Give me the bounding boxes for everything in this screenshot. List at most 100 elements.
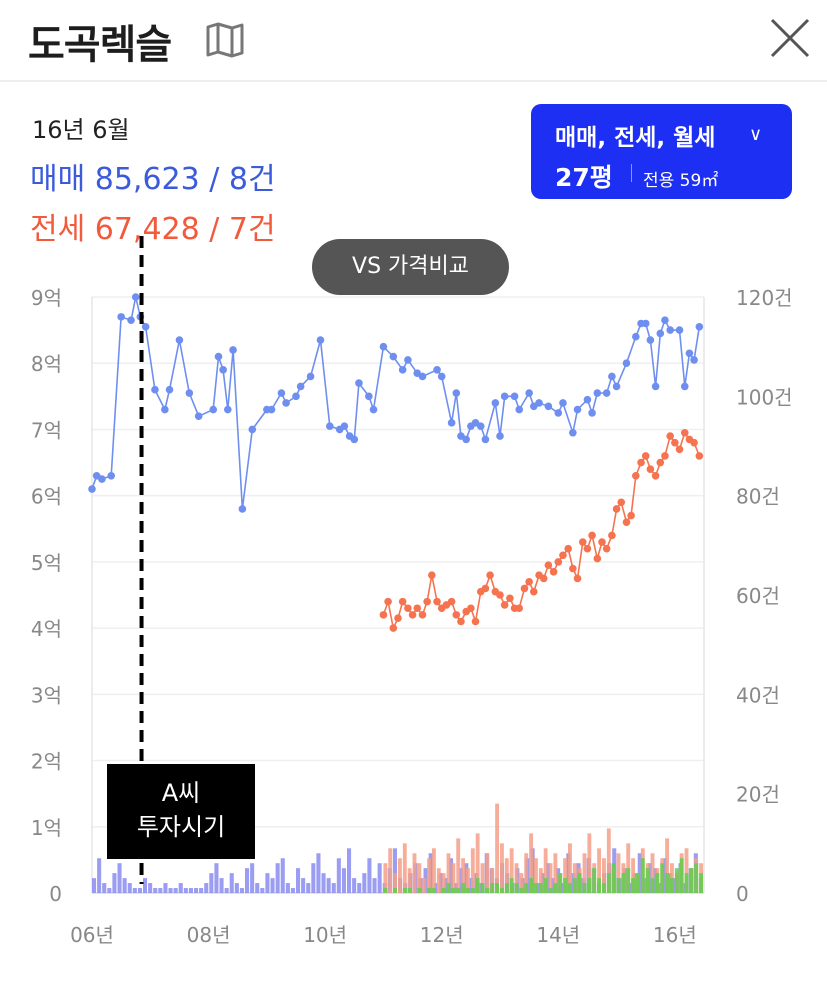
data-point <box>632 472 640 480</box>
data-point <box>369 405 378 414</box>
volume-bar <box>199 888 204 893</box>
data-point <box>224 405 232 414</box>
volume-bar <box>568 843 572 893</box>
data-point <box>107 472 116 480</box>
volume-bar <box>301 878 306 893</box>
volume-bar <box>92 878 97 893</box>
volume-bar <box>636 873 640 893</box>
volume-bar <box>658 883 663 893</box>
volume-bar <box>153 888 158 893</box>
data-point <box>632 332 640 341</box>
type-size-selector[interactable]: 매매, 전세, 월세 ∨ 27평 전용 59㎡ <box>531 104 792 199</box>
volume-bar <box>188 888 193 893</box>
data-point <box>608 372 616 381</box>
volume-bar <box>219 878 224 893</box>
data-point <box>209 405 218 414</box>
annotation-line-2: 투자시기 <box>136 813 226 841</box>
volume-bar <box>143 878 148 893</box>
data-point <box>355 379 363 387</box>
volume-bar <box>456 838 461 893</box>
volume-bar <box>432 888 436 893</box>
volume-bar <box>321 873 326 893</box>
data-point <box>500 392 509 401</box>
volume-bar <box>504 858 509 893</box>
volume-bar <box>551 878 556 893</box>
data-point <box>622 518 631 526</box>
data-point <box>418 372 427 381</box>
volume-bar <box>331 883 336 893</box>
volume-bar <box>412 853 417 893</box>
volume-bar <box>558 873 563 893</box>
volume-bar <box>224 888 229 893</box>
data-point <box>433 597 441 606</box>
map-icon[interactable] <box>205 22 245 58</box>
x-tick-label: 06년 <box>70 923 114 947</box>
volume-bar <box>602 858 606 893</box>
data-point <box>564 544 572 553</box>
data-point <box>282 399 290 407</box>
data-point <box>194 412 203 421</box>
data-point <box>559 551 567 560</box>
volume-bar <box>183 888 188 893</box>
volume-bar <box>393 873 398 893</box>
x-tick-label: 16년 <box>653 923 697 947</box>
data-point <box>476 422 485 430</box>
data-point <box>384 597 392 606</box>
x-tick-label: 12년 <box>420 923 464 947</box>
data-point <box>680 382 689 391</box>
volume-bar <box>265 873 270 893</box>
y-left-tick-label: 7억 <box>31 418 62 442</box>
y-left-tick-label: 8억 <box>31 352 62 376</box>
data-point <box>462 435 470 444</box>
vs-compare-button[interactable]: VS 가격비교 <box>312 239 509 295</box>
volume-bar <box>438 873 443 893</box>
volume-bar <box>422 878 427 893</box>
data-point <box>646 336 655 344</box>
volume-bar <box>168 888 173 893</box>
volume-bar <box>597 848 602 893</box>
volume-bar <box>245 868 250 893</box>
data-point <box>569 428 577 437</box>
volume-bar <box>466 868 470 893</box>
data-point <box>185 389 194 397</box>
data-point <box>583 395 592 404</box>
volume-bar <box>112 873 117 893</box>
volume-bar <box>660 863 665 893</box>
volume-bar <box>402 843 407 893</box>
volume-bar <box>443 878 448 893</box>
data-point <box>175 336 184 344</box>
volume-bar <box>148 883 153 893</box>
volume-bar <box>402 888 407 893</box>
close-icon[interactable] <box>766 14 814 62</box>
volume-bar <box>611 863 616 893</box>
chevron-down-icon: ∨ <box>749 124 763 145</box>
volume-bar <box>194 888 199 893</box>
data-point <box>471 617 480 626</box>
volume-bar <box>417 888 422 893</box>
volume-bar <box>451 863 456 893</box>
data-point <box>598 538 606 546</box>
volume-bar <box>645 868 650 893</box>
data-point <box>428 571 436 579</box>
volume-bar <box>336 858 341 893</box>
y-left-tick-label: 2억 <box>31 750 62 774</box>
volume-bar <box>577 873 582 893</box>
volume-bar <box>441 888 446 893</box>
volume-bar <box>568 883 572 893</box>
volume-bar <box>214 863 219 893</box>
volume-bar <box>107 888 112 893</box>
data-point <box>219 366 227 374</box>
volume-bar <box>260 888 265 893</box>
data-point <box>151 385 159 394</box>
volume-bar <box>392 848 397 893</box>
volume-bar <box>543 848 548 893</box>
data-point <box>602 544 611 553</box>
volume-bar <box>311 863 316 893</box>
volume-bar <box>553 853 558 893</box>
volume-bar <box>495 803 500 893</box>
data-point <box>398 597 407 606</box>
volume-bar <box>427 888 432 893</box>
volume-bar <box>524 883 529 893</box>
data-point <box>666 326 674 334</box>
data-point <box>165 385 174 394</box>
